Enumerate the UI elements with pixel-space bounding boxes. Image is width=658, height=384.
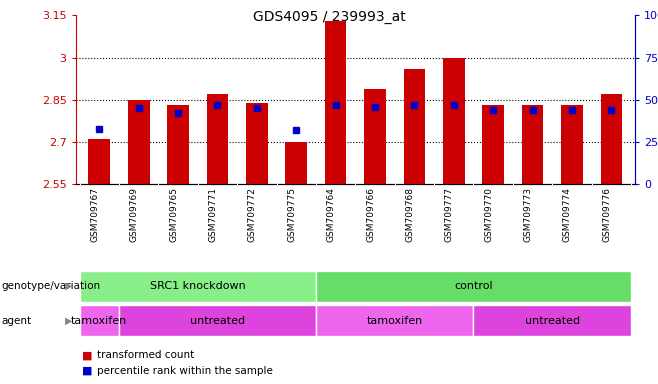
Text: GSM709771: GSM709771	[209, 187, 217, 242]
Bar	[474, 305, 631, 336]
Text: GSM709765: GSM709765	[169, 187, 178, 242]
Bar	[561, 106, 583, 184]
Text: GSM709774: GSM709774	[563, 187, 572, 242]
Text: GSM709767: GSM709767	[90, 187, 99, 242]
Bar	[80, 305, 119, 336]
Text: ▶: ▶	[65, 281, 72, 291]
Text: SRC1 knockdown: SRC1 knockdown	[150, 281, 245, 291]
Text: GSM709772: GSM709772	[248, 187, 257, 242]
Text: GDS4095 / 239993_at: GDS4095 / 239993_at	[253, 10, 405, 23]
Bar	[207, 94, 228, 184]
Text: untreated: untreated	[190, 316, 245, 326]
Text: ■: ■	[82, 366, 93, 376]
Bar	[286, 142, 307, 184]
Bar	[601, 94, 622, 184]
Bar	[88, 139, 110, 184]
Text: GSM709777: GSM709777	[445, 187, 454, 242]
Text: agent: agent	[1, 316, 32, 326]
Text: tamoxifen: tamoxifen	[71, 316, 128, 326]
Bar	[128, 100, 149, 184]
Text: GSM709773: GSM709773	[524, 187, 532, 242]
Text: control: control	[454, 281, 493, 291]
Text: GSM709766: GSM709766	[366, 187, 375, 242]
Text: GSM709770: GSM709770	[484, 187, 494, 242]
Text: GSM709769: GSM709769	[130, 187, 139, 242]
Bar	[364, 89, 386, 184]
Bar	[443, 58, 465, 184]
Text: ■: ■	[82, 350, 93, 360]
Bar	[325, 21, 347, 184]
Bar	[482, 106, 504, 184]
Text: GSM709775: GSM709775	[288, 187, 296, 242]
Text: untreated: untreated	[524, 316, 580, 326]
Bar	[316, 271, 631, 302]
Text: transformed count: transformed count	[97, 350, 194, 360]
Bar	[167, 106, 189, 184]
Text: GSM709768: GSM709768	[405, 187, 415, 242]
Bar	[316, 305, 474, 336]
Text: ▶: ▶	[65, 316, 72, 326]
Text: percentile rank within the sample: percentile rank within the sample	[97, 366, 272, 376]
Bar	[522, 106, 544, 184]
Text: tamoxifen: tamoxifen	[367, 316, 423, 326]
Bar	[246, 103, 268, 184]
Bar	[80, 271, 316, 302]
Text: genotype/variation: genotype/variation	[1, 281, 101, 291]
Text: GSM709764: GSM709764	[326, 187, 336, 242]
Bar	[119, 305, 316, 336]
Text: GSM709776: GSM709776	[602, 187, 611, 242]
Bar	[403, 69, 425, 184]
